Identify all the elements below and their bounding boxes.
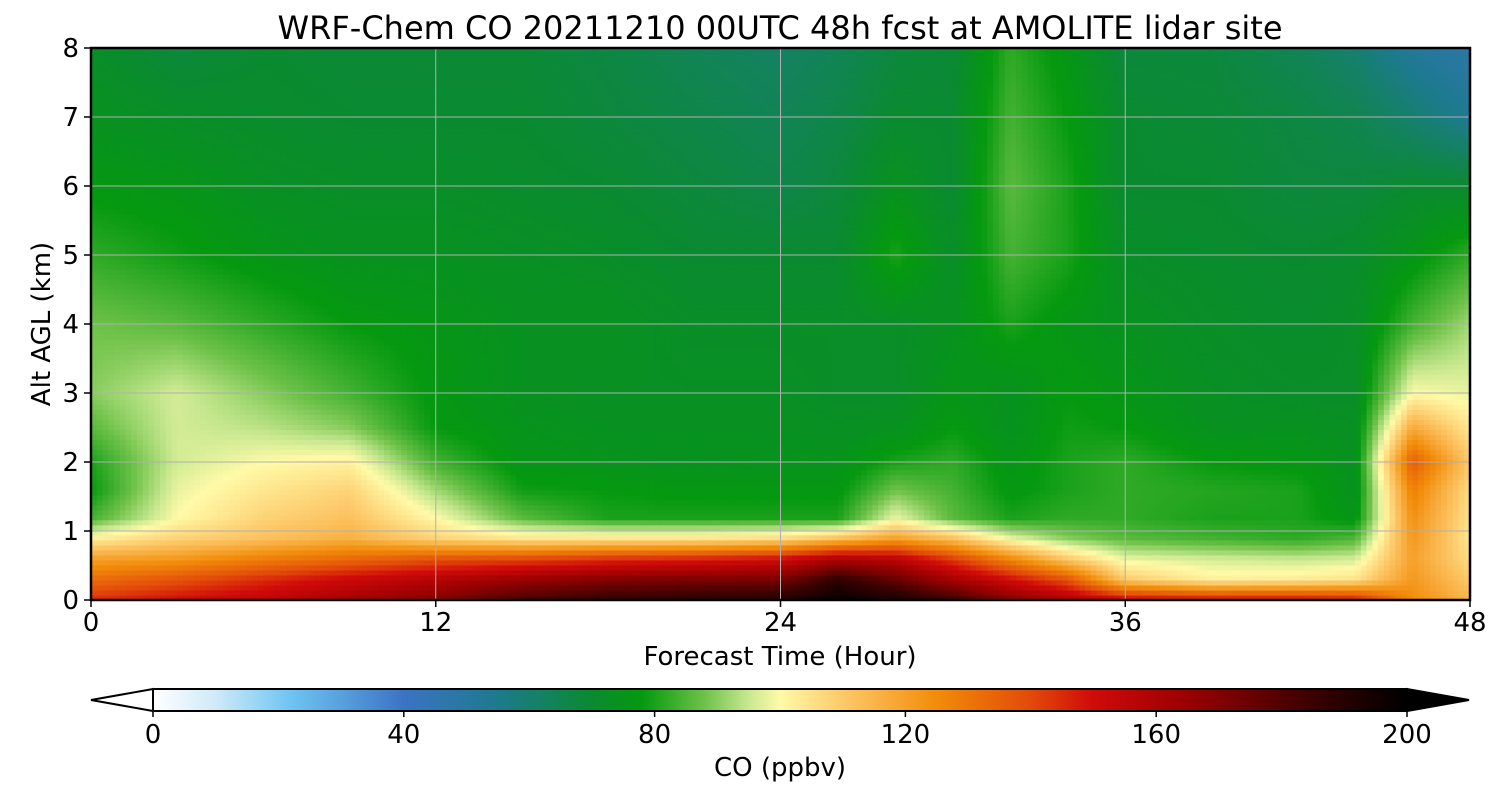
y-tick-label: 8	[62, 34, 79, 64]
x-tick-label: 12	[419, 608, 452, 638]
y-axis: 0 1 2 3 4 5 6 7 8	[62, 34, 91, 616]
chart-title: WRF-Chem CO 20211210 00UTC 48h fcst at A…	[277, 9, 1282, 47]
colorbar-tick-label: 0	[145, 720, 162, 750]
x-tick-label: 48	[1453, 608, 1486, 638]
y-tick-label: 6	[62, 172, 79, 202]
colorbar-ramp	[153, 689, 1407, 711]
colorbar-label: CO (ppbv)	[714, 753, 846, 783]
x-tick-label: 0	[83, 608, 100, 638]
colorbar-tick-label: 80	[638, 720, 671, 750]
colorbar-tick-label: 120	[881, 720, 931, 750]
y-tick-label: 5	[62, 241, 79, 271]
co-field	[91, 48, 1470, 600]
colorbar-tick-label: 40	[387, 720, 420, 750]
y-tick-label: 3	[62, 379, 79, 409]
colorbar-extend-high	[1406, 687, 1470, 713]
x-axis-label: Forecast Time (Hour)	[643, 642, 916, 672]
y-tick-label: 1	[62, 517, 79, 547]
colorbar-tick-label: 200	[1382, 720, 1432, 750]
colorbar-frame	[152, 688, 1408, 712]
colorbar-tick-label: 160	[1131, 720, 1181, 750]
x-tick-label: 24	[764, 608, 797, 638]
x-axis: 0 12 24 36 48	[83, 600, 1487, 638]
colorbar-extend-low	[90, 687, 154, 713]
y-tick-label: 4	[62, 310, 79, 340]
y-tick-label: 0	[62, 586, 79, 616]
colorbar-ticks: 0 40 80 120 160 200	[145, 711, 1432, 750]
y-tick-label: 7	[62, 103, 79, 133]
y-axis-label: Alt AGL (km)	[27, 242, 57, 406]
x-tick-label: 36	[1109, 608, 1142, 638]
y-tick-label: 2	[62, 448, 79, 478]
colorbar: 0 40 80 120 160 200 CO (ppbv)	[90, 687, 1470, 783]
